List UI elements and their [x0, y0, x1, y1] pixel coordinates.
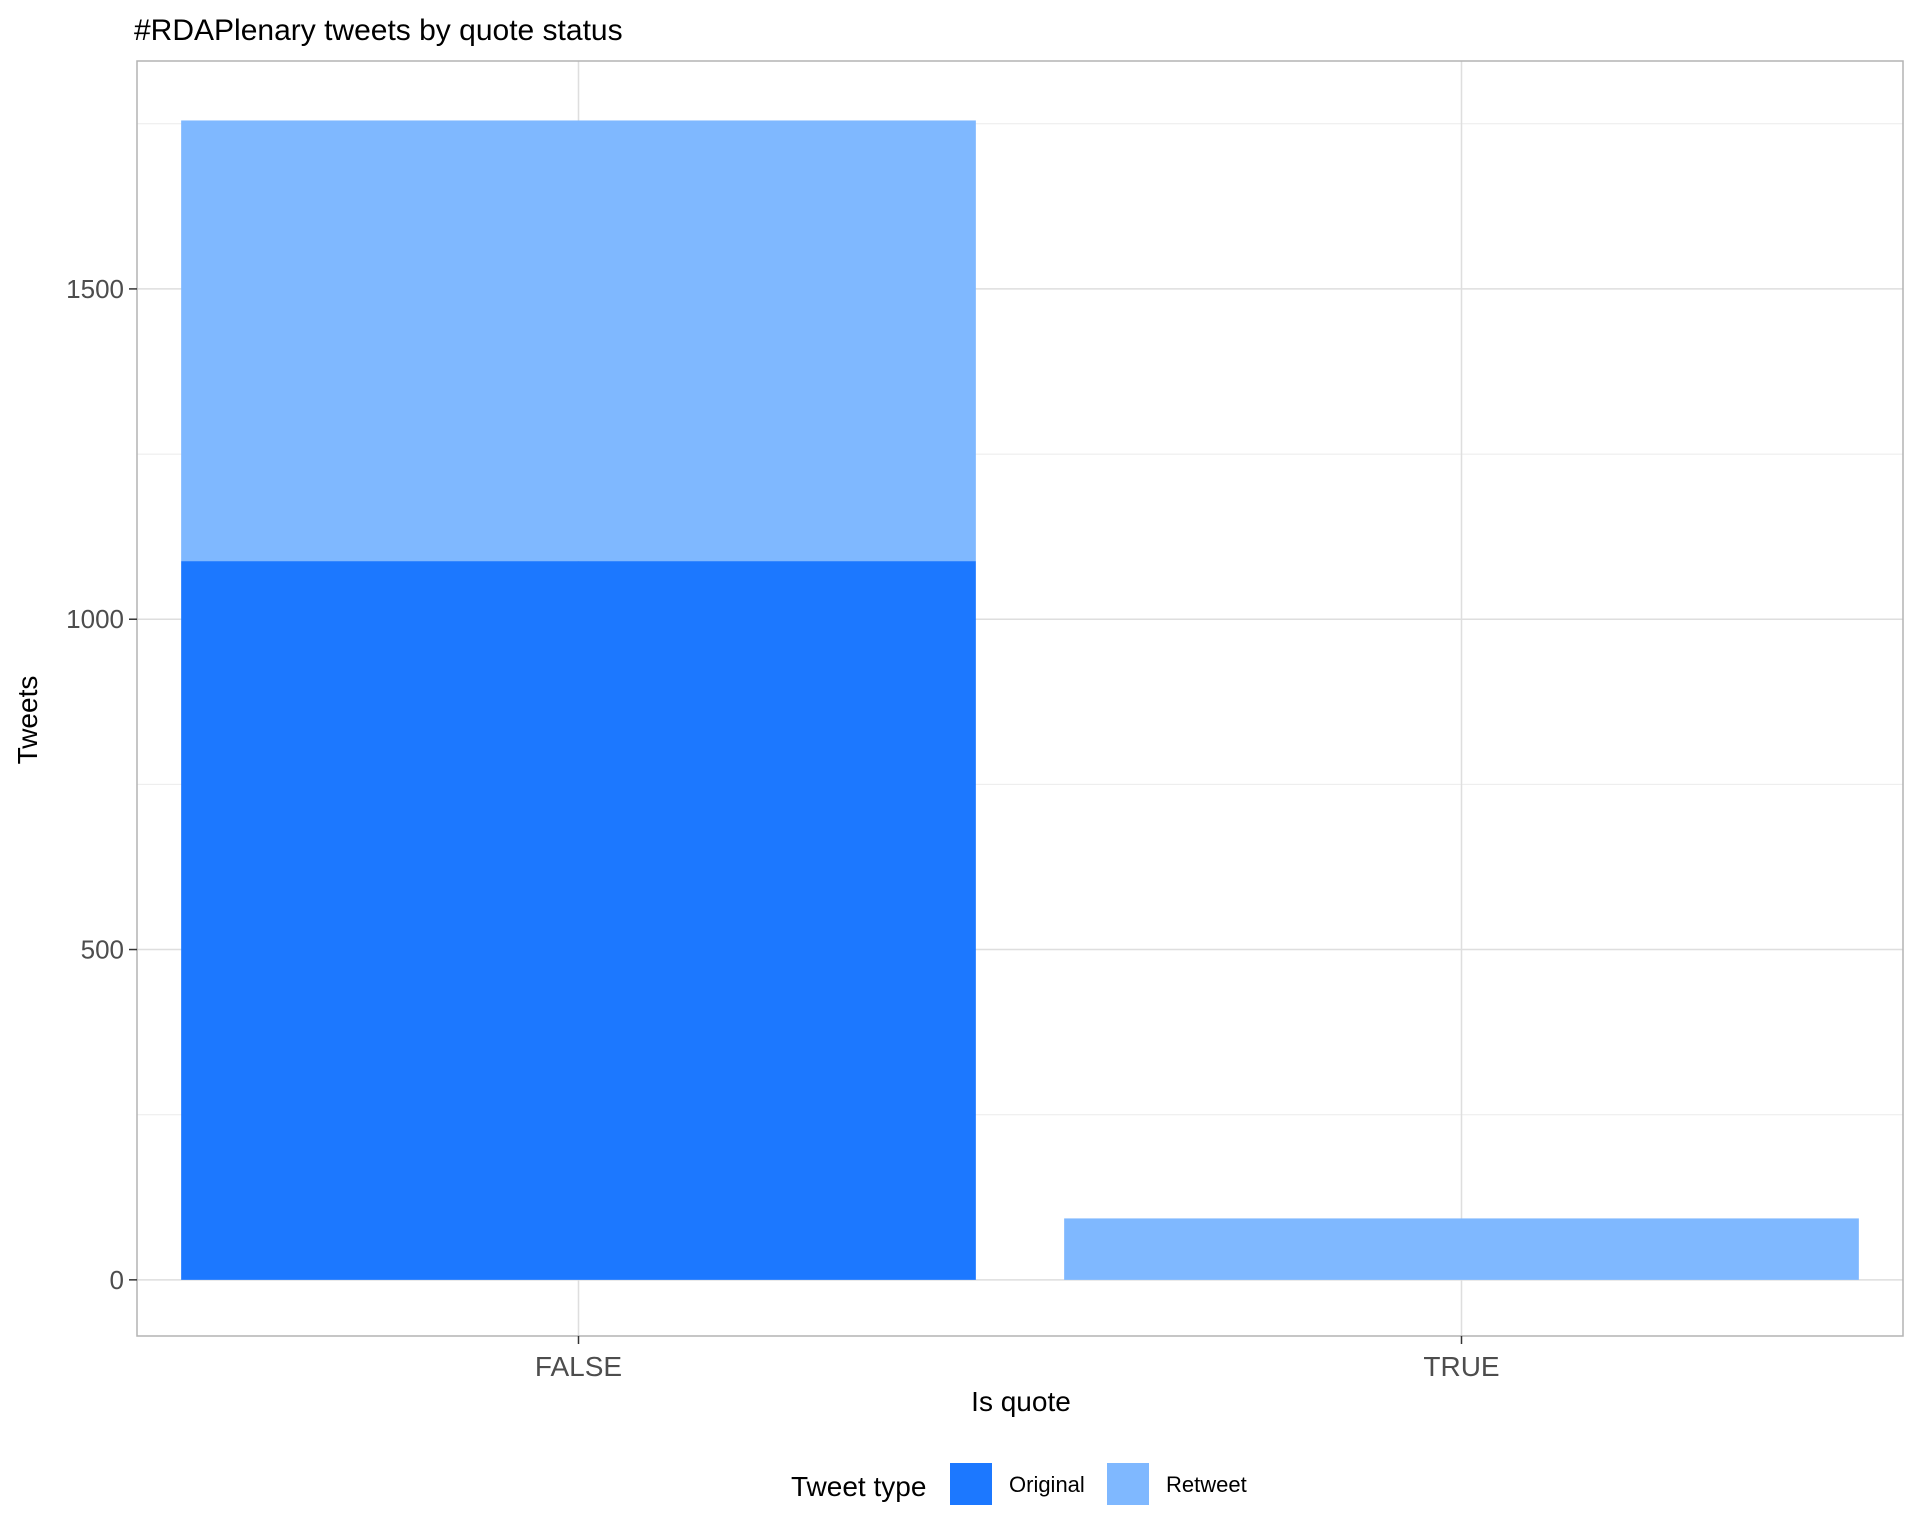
- chart-title: #RDAPlenary tweets by quote status: [134, 14, 623, 47]
- y-tick-label: 500: [81, 935, 124, 965]
- bars: [181, 120, 1859, 1280]
- y-axis-ticks: 0 500 1000 1500: [66, 274, 137, 1295]
- legend-label-original: Original: [1009, 1472, 1085, 1497]
- bar-false-retweet: [181, 120, 976, 562]
- y-tick-label: 1000: [66, 604, 124, 634]
- legend-label-retweet: Retweet: [1166, 1472, 1247, 1497]
- legend-key-retweet: [1107, 1463, 1149, 1505]
- x-axis-ticks: FALSE TRUE: [535, 1336, 1500, 1382]
- legend-title: Tweet type: [791, 1471, 926, 1502]
- y-tick-label: 1500: [66, 274, 124, 304]
- y-tick-label: 0: [110, 1265, 124, 1295]
- plot-panel-border: [136, 60, 1904, 1337]
- x-tick-label: FALSE: [535, 1351, 622, 1382]
- x-tick-label: TRUE: [1423, 1351, 1499, 1382]
- bar-false-original: [181, 561, 976, 1280]
- legend-key-original: [950, 1463, 992, 1505]
- legend: Tweet type Original Retweet: [791, 1463, 1247, 1505]
- bar-true-retweet: [1064, 1218, 1859, 1280]
- x-axis-title: Is quote: [971, 1386, 1071, 1417]
- y-axis-title: Tweets: [12, 676, 43, 765]
